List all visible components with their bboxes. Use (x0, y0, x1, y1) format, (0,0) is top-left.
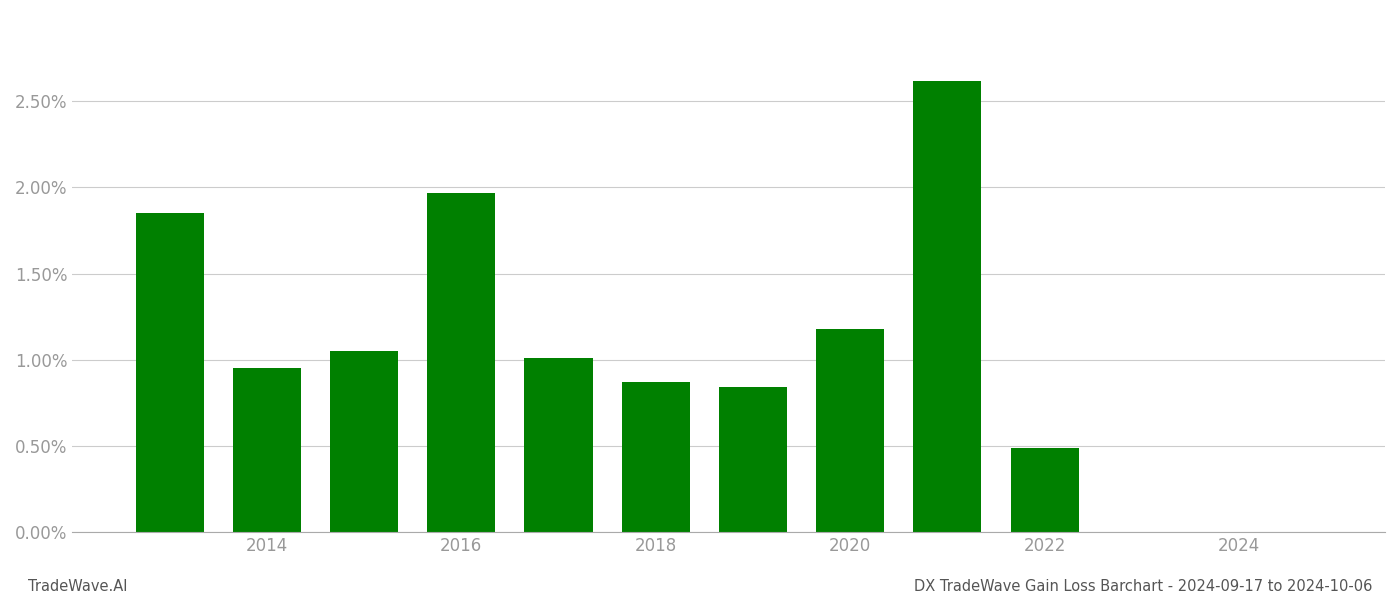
Bar (525, 358, 592, 532)
Text: DX TradeWave Gain Loss Barchart - 2024-09-17 to 2024-10-06: DX TradeWave Gain Loss Barchart - 2024-0… (914, 579, 1372, 594)
Bar (330, 351, 398, 532)
Bar (720, 388, 787, 532)
Bar (816, 329, 885, 532)
Bar (136, 213, 203, 532)
Bar (232, 368, 301, 532)
Bar (913, 80, 981, 532)
Bar (1011, 448, 1079, 532)
Bar (622, 382, 690, 532)
Bar (427, 193, 496, 532)
Text: TradeWave.AI: TradeWave.AI (28, 579, 127, 594)
